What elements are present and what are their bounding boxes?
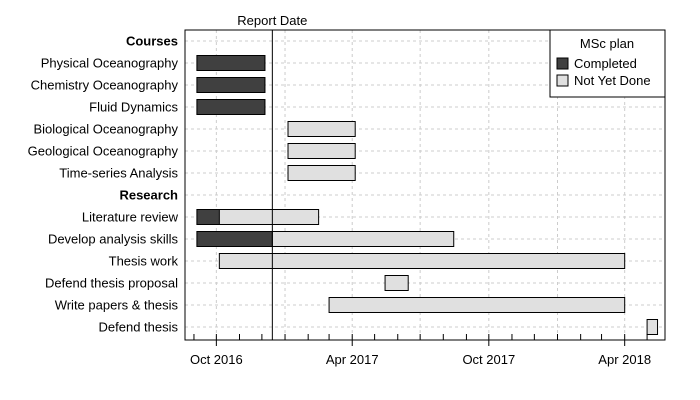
legend-title: MSc plan <box>580 36 634 51</box>
x-tick-label: Oct 2017 <box>462 352 515 367</box>
task-bars <box>196 55 659 335</box>
task-label-time-series-analysis: Time-series Analysis <box>59 166 178 181</box>
task-label-defend-thesis-proposal: Defend thesis proposal <box>45 276 178 291</box>
task-label-geological-oceanography: Geological Oceanography <box>28 144 179 159</box>
task-label-defend-thesis: Defend thesis <box>99 320 179 335</box>
task-label-literature-review: Literature review <box>82 210 179 225</box>
task-labels: Courses Physical Oceanography Chemistry Oc… <box>28 34 179 335</box>
task-bar-biological-oceanography <box>287 121 356 137</box>
legend-swatch-completed <box>556 57 569 70</box>
task-label-fluid-dynamics: Fluid Dynamics <box>89 100 178 115</box>
task-label-chemistry-oceanography: Chemistry Oceanography <box>31 78 179 93</box>
x-tick-label: Apr 2018 <box>598 352 651 367</box>
report-date-label: Report Date <box>237 13 307 28</box>
task-bar-thesis-work <box>218 253 626 269</box>
task-label-thesis-work: Thesis work <box>109 254 179 269</box>
task-bar-completed-literature-review <box>196 209 220 225</box>
task-bar-write-papers-and-thesis <box>328 297 626 313</box>
x-axis: Oct 2016 Apr 2017 Oct 2017 Apr 2018 <box>190 334 651 367</box>
task-label-biological-oceanography: Biological Oceanography <box>33 122 178 137</box>
task-bar-completed-develop-analysis-skills <box>196 231 273 247</box>
task-bar-defend-thesis <box>646 319 659 335</box>
task-bar-defend-thesis-proposal <box>384 275 409 291</box>
task-label-physical-oceanography: Physical Oceanography <box>41 56 179 71</box>
task-bar-completed-fluid-dynamics <box>196 99 266 115</box>
legend: MSc plan Completed Not Yet Done <box>549 29 666 98</box>
plot-frame <box>184 29 666 341</box>
group-label-courses: Courses <box>126 34 178 49</box>
legend-label-not-yet-done: Not Yet Done <box>574 73 651 88</box>
x-tick-label: Oct 2016 <box>190 352 243 367</box>
task-label-develop-analysis-skills: Develop analysis skills <box>48 232 179 247</box>
legend-box <box>549 29 666 98</box>
group-label-research: Research <box>119 188 178 203</box>
task-bar-completed-physical-oceanography <box>196 55 266 71</box>
task-label-write-papers-and-thesis: Write papers & thesis <box>55 298 179 313</box>
legend-label-completed: Completed <box>574 56 637 71</box>
task-bar-time-series-analysis <box>287 165 356 181</box>
x-tick-label: Apr 2017 <box>326 352 379 367</box>
legend-swatch-not-yet-done <box>556 74 569 87</box>
task-bar-completed-chemistry-oceanography <box>196 77 266 93</box>
task-bar-geological-oceanography <box>287 143 356 159</box>
report-date-marker: Report Date <box>237 13 307 340</box>
